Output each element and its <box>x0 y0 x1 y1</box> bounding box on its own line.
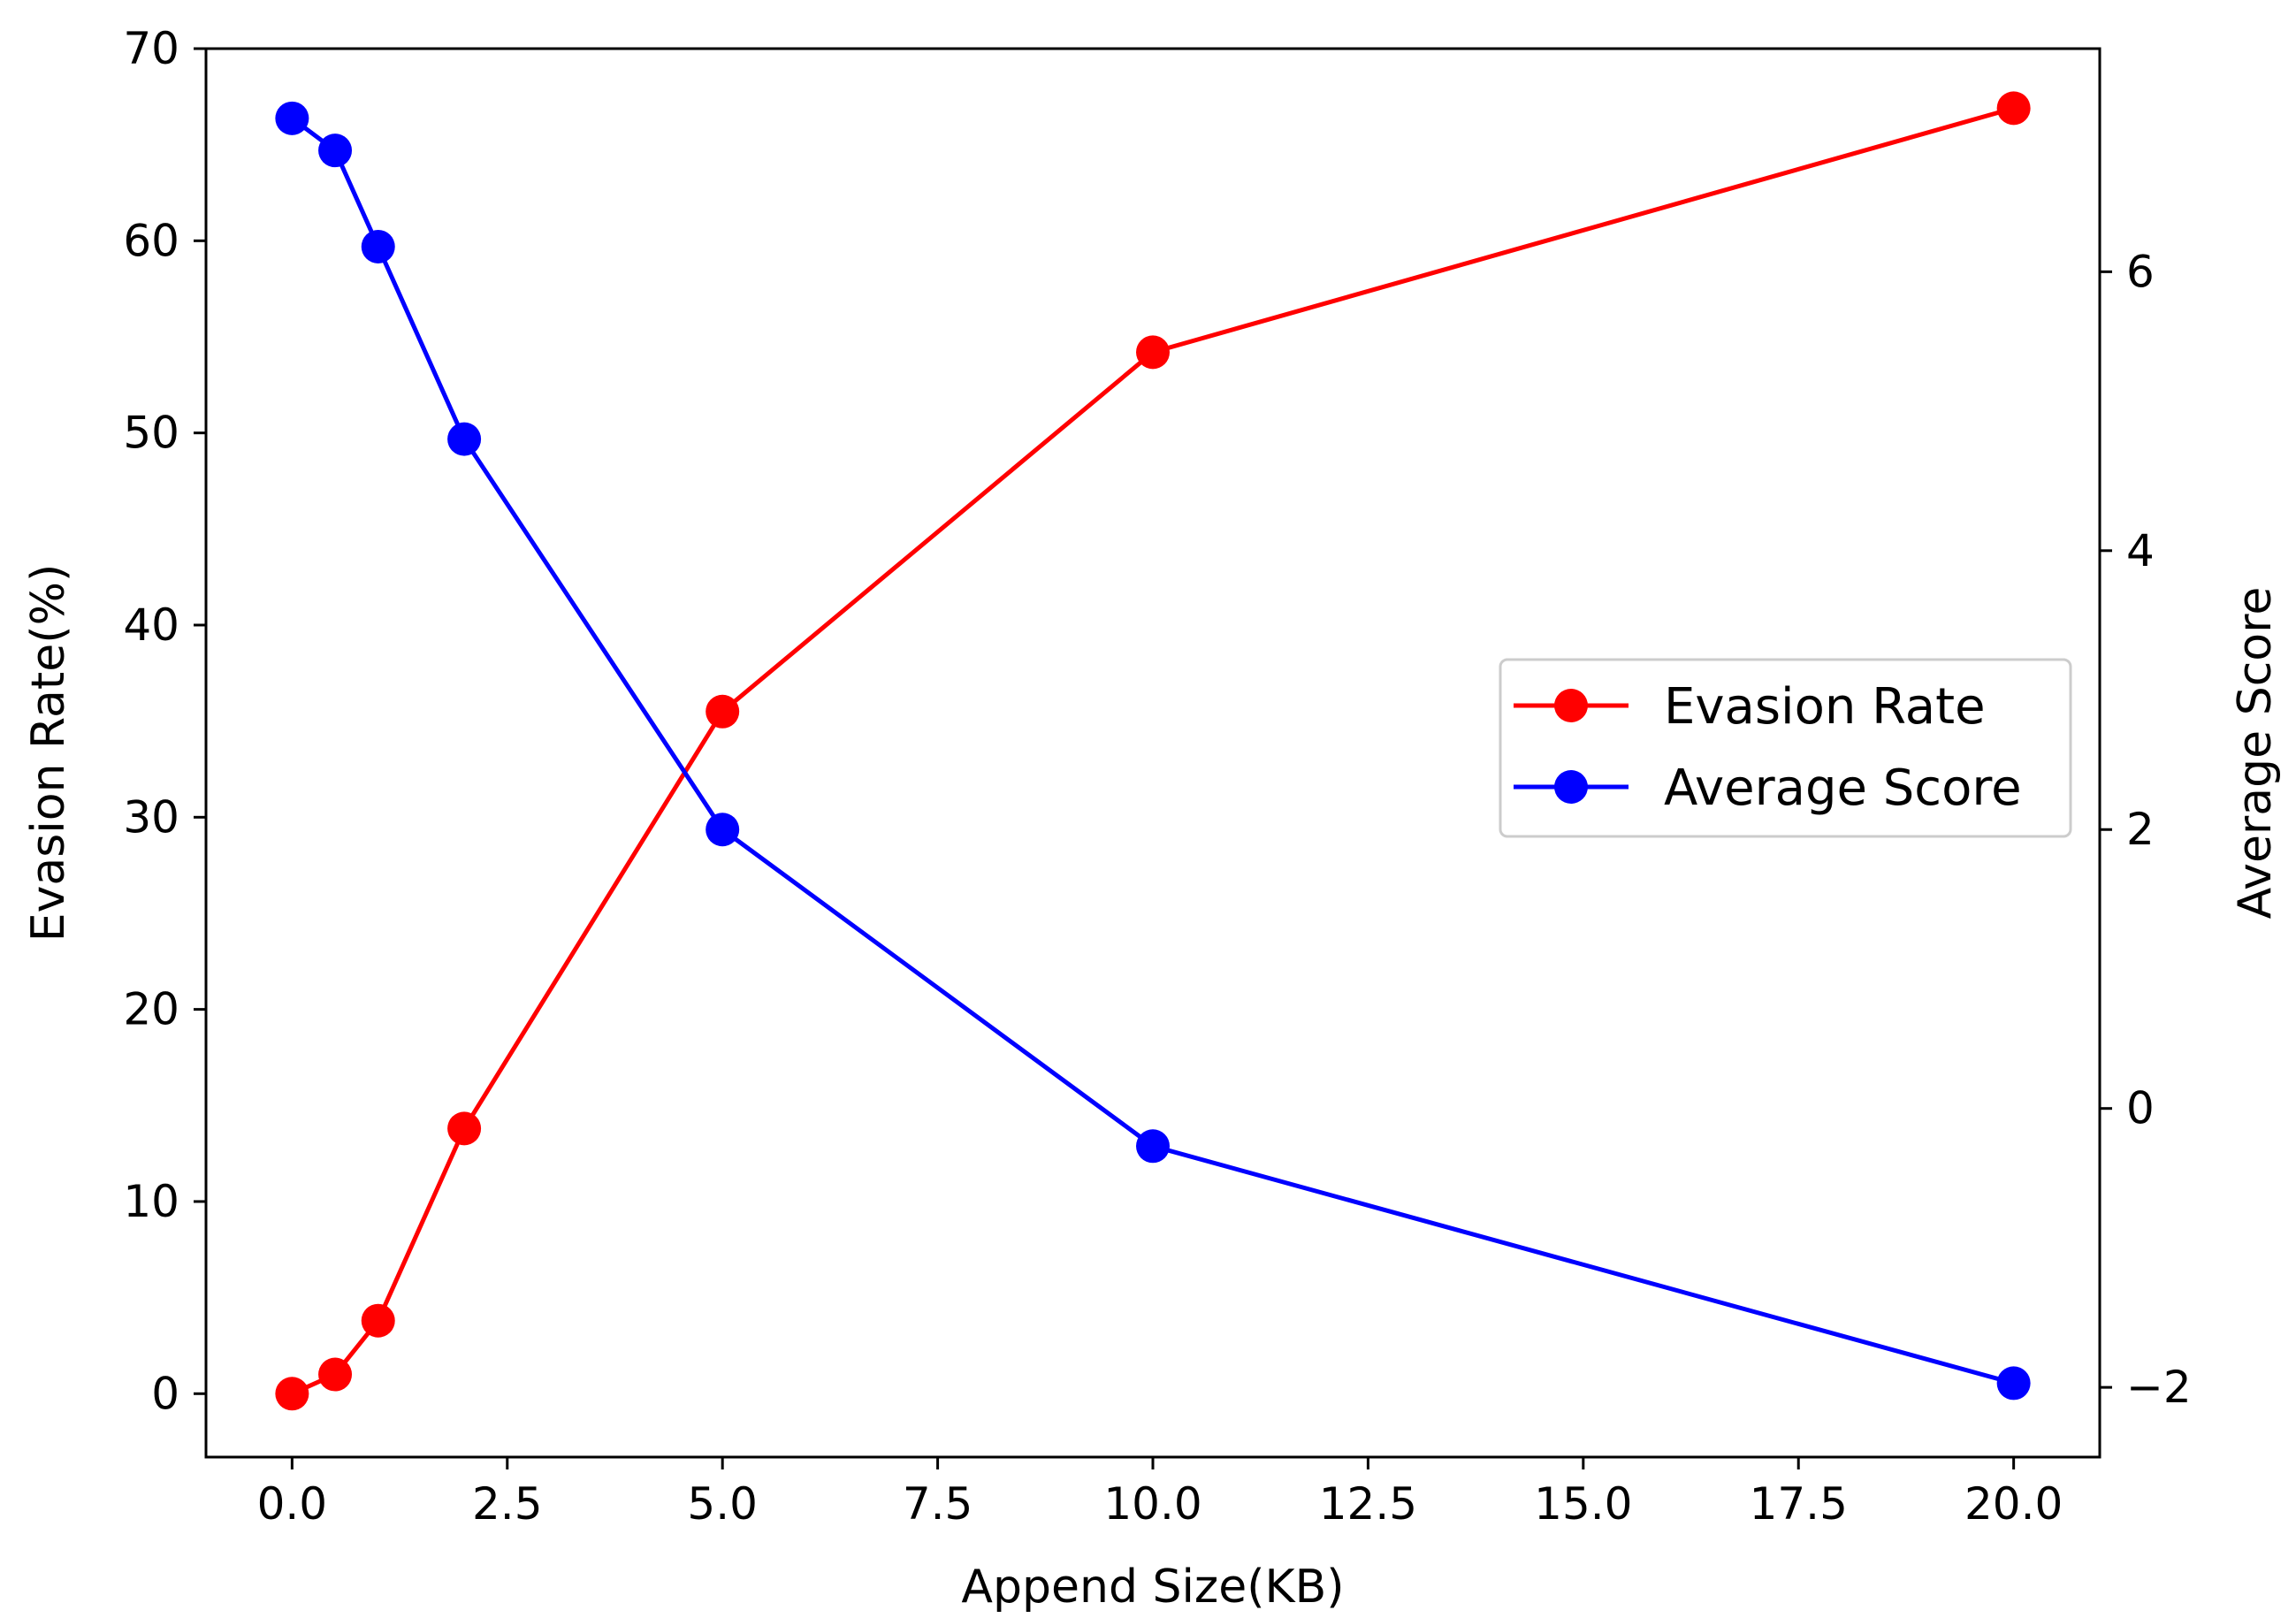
average-score-point <box>1996 1366 2031 1400</box>
y-left-tick-label: 60 <box>123 215 179 266</box>
y-right-tick-label: 6 <box>2126 246 2155 297</box>
y-right-tick-label: 2 <box>2126 804 2155 855</box>
x-tick-label: 12.5 <box>1319 1478 1417 1530</box>
legend: Evasion Rate Average Score <box>1499 658 2072 838</box>
x-tick-label: 10.0 <box>1103 1478 1201 1530</box>
legend-average-score-label: Average Score <box>1664 759 2022 817</box>
average-score-point <box>1136 1129 1170 1164</box>
legend-evasion-rate-marker <box>1554 689 1588 722</box>
x-tick-label: 0.0 <box>257 1478 328 1530</box>
evasion-rate-point <box>318 1357 353 1392</box>
y-left-tick-label: 20 <box>123 984 179 1035</box>
x-tick-label: 20.0 <box>1964 1478 2063 1530</box>
y-left-tick-label: 0 <box>151 1368 179 1419</box>
average-score-point <box>361 229 395 263</box>
x-tick-label: 2.5 <box>472 1478 543 1530</box>
series-layer <box>275 91 2031 1411</box>
average-score-point <box>318 134 353 168</box>
average-score-point <box>447 422 482 456</box>
evasion-rate-point <box>447 1111 482 1146</box>
y-left-tick-label: 50 <box>123 408 179 459</box>
average-score-point <box>275 101 309 135</box>
y-left-tick-label: 70 <box>123 23 179 74</box>
axes-layer: 0.0 2.5 5.0 7.5 10.0 12.5 15.0 17.5 20.001020304… <box>123 23 2191 1530</box>
x-tick-label: 17.5 <box>1750 1478 1848 1530</box>
y-right-tick-label: 0 <box>2126 1083 2155 1134</box>
y-right-tick-label: 4 <box>2126 525 2155 576</box>
legend-average-score-marker <box>1554 770 1588 804</box>
legend-evasion-rate-label: Evasion Rate <box>1664 678 1986 736</box>
y-axis-label-right: Average Score <box>2229 587 2282 920</box>
y-axis-label-left: Evasion Rate(%) <box>22 564 75 943</box>
evasion-rate-point <box>1136 335 1170 370</box>
y-right-tick-label: −2 <box>2126 1362 2192 1413</box>
x-axis-label: Append Size(KB) <box>961 1561 1344 1614</box>
y-left-tick-label: 10 <box>123 1176 179 1227</box>
average-score-point <box>706 813 740 847</box>
legend-box <box>1499 658 2072 838</box>
y-left-tick-label: 40 <box>123 599 179 651</box>
x-tick-label: 5.0 <box>687 1478 758 1530</box>
evasion-rate-point <box>1996 91 2031 126</box>
x-tick-label: 7.5 <box>903 1478 973 1530</box>
x-tick-label: 15.0 <box>1534 1478 1632 1530</box>
evasion-rate-point <box>361 1303 395 1338</box>
evasion-rate-point <box>706 694 740 729</box>
y-left-tick-label: 30 <box>123 791 179 843</box>
evasion-rate-point <box>275 1377 309 1411</box>
